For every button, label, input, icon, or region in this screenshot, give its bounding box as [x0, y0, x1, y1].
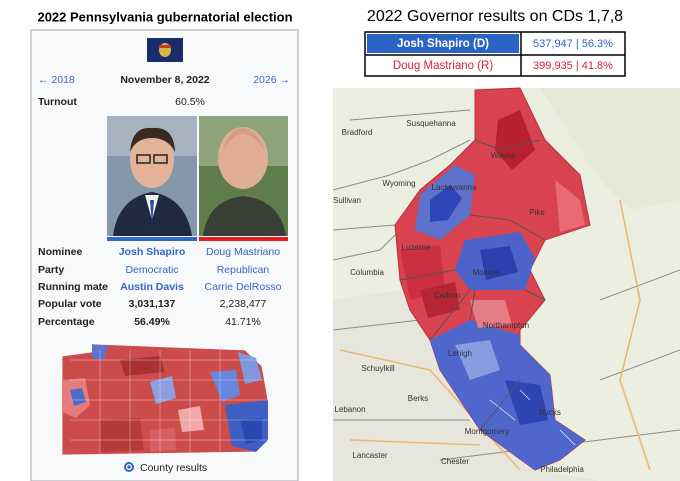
previous-election[interactable]: ← 2018	[38, 74, 75, 86]
row-value[interactable]: Doug Mastriano	[206, 246, 280, 258]
row-label: Nominee	[38, 246, 83, 258]
photo-shapiro	[107, 116, 197, 236]
color-bar-rep	[199, 237, 288, 241]
rep-candidate: Doug Mastriano (R)	[393, 60, 494, 72]
map-labels: Bradford Susquehanna Wayne Wyoming Lackawann…	[333, 119, 584, 474]
row-value[interactable]: Carrie DelRosso	[204, 281, 281, 293]
map-label: Bradford	[342, 128, 373, 137]
map-label: Lehigh	[448, 349, 472, 358]
map-label: Susquehanna	[406, 119, 456, 128]
map-label: Chester	[441, 457, 469, 466]
row-value: 2,238,477	[220, 298, 267, 310]
map-label: Northampton	[483, 321, 529, 330]
row-label: Percentage	[38, 316, 95, 328]
district-map	[332, 87, 680, 481]
map-label: Montgomery	[465, 427, 509, 436]
dem-candidate: Josh Shapiro (D)	[397, 38, 489, 50]
map-label: Carbon	[434, 291, 460, 300]
color-bar-dem	[107, 237, 197, 241]
map-label: Berks	[408, 394, 428, 403]
map-label: Philadelphia	[540, 465, 584, 474]
row-label: Popular vote	[38, 298, 102, 310]
map-label: Bucks	[539, 408, 561, 417]
map-label: Wyoming	[382, 179, 415, 188]
radio-dot	[127, 465, 131, 469]
map-label: Monroe	[472, 268, 500, 277]
rep-result: 399,935 | 41.8%	[533, 60, 613, 72]
map-label: Wayne	[491, 151, 516, 160]
map-label: Lebanon	[334, 405, 365, 414]
row-value: 41.71%	[225, 316, 261, 328]
turnout-label: Turnout	[38, 96, 77, 108]
county-results-map	[61, 343, 270, 456]
election-date: November 8, 2022	[120, 74, 209, 86]
flag	[147, 38, 183, 62]
row-value: 3,031,137	[129, 298, 176, 310]
map-label: Luzerne	[402, 243, 431, 252]
dem-result: 537,947 | 56.3%	[533, 38, 613, 50]
row-value[interactable]: Austin Davis	[120, 281, 184, 293]
map-label: Lackawanna	[432, 183, 477, 192]
photo-mastriano	[199, 116, 288, 236]
map-label: Schuylkill	[361, 364, 395, 373]
row-label: Party	[38, 264, 64, 276]
row-value[interactable]: Republican	[217, 264, 270, 276]
row-value[interactable]: Democratic	[125, 264, 178, 276]
turnout-value: 60.5%	[175, 96, 205, 108]
map-label: Pike	[529, 208, 545, 217]
map-label: Lancaster	[352, 451, 387, 460]
dem-cell	[367, 34, 519, 53]
row-value[interactable]: Josh Shapiro	[119, 246, 186, 258]
infobox-rows: Nominee Josh Shapiro Doug Mastriano Party De…	[38, 246, 282, 328]
map-label: Sullivan	[333, 196, 361, 205]
infobox-title: 2022 Pennsylvania gubernatorial election	[37, 9, 292, 24]
map-caption: County results	[140, 462, 207, 474]
row-label: Running mate	[38, 281, 108, 293]
results-title: 2022 Governor results on CDs 1,7,8	[367, 8, 623, 25]
next-election[interactable]: 2026 →	[253, 74, 290, 86]
row-value: 56.49%	[134, 316, 170, 328]
map-label: Columbia	[350, 268, 384, 277]
